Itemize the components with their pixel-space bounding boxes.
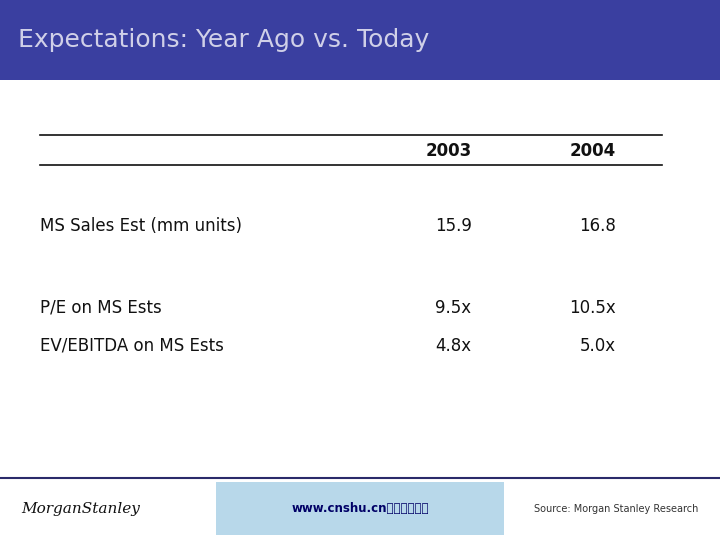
Text: P/E on MS Ests: P/E on MS Ests [40,299,161,317]
Text: Expectations: Year Ago vs. Today: Expectations: Year Ago vs. Today [18,28,429,52]
Text: 5.0x: 5.0x [580,336,616,355]
Text: Morgan​Stanley: Morgan​Stanley [22,502,140,516]
Text: 2004: 2004 [570,142,616,160]
Text: www.cnshu.cn资料下载大全: www.cnshu.cn资料下载大全 [292,502,428,516]
Text: 10.5x: 10.5x [569,299,616,317]
Text: 4.8x: 4.8x [436,336,472,355]
Text: 15.9: 15.9 [435,217,472,235]
FancyBboxPatch shape [0,0,720,80]
Text: MS Sales Est (mm units): MS Sales Est (mm units) [40,217,242,235]
Text: EV/EBITDA on MS Ests: EV/EBITDA on MS Ests [40,336,223,355]
FancyBboxPatch shape [216,482,504,535]
Text: 16.8: 16.8 [579,217,616,235]
Text: Source: Morgan Stanley Research: Source: Morgan Stanley Research [534,504,698,514]
Text: 2003: 2003 [426,142,472,160]
Text: 9.5x: 9.5x [436,299,472,317]
